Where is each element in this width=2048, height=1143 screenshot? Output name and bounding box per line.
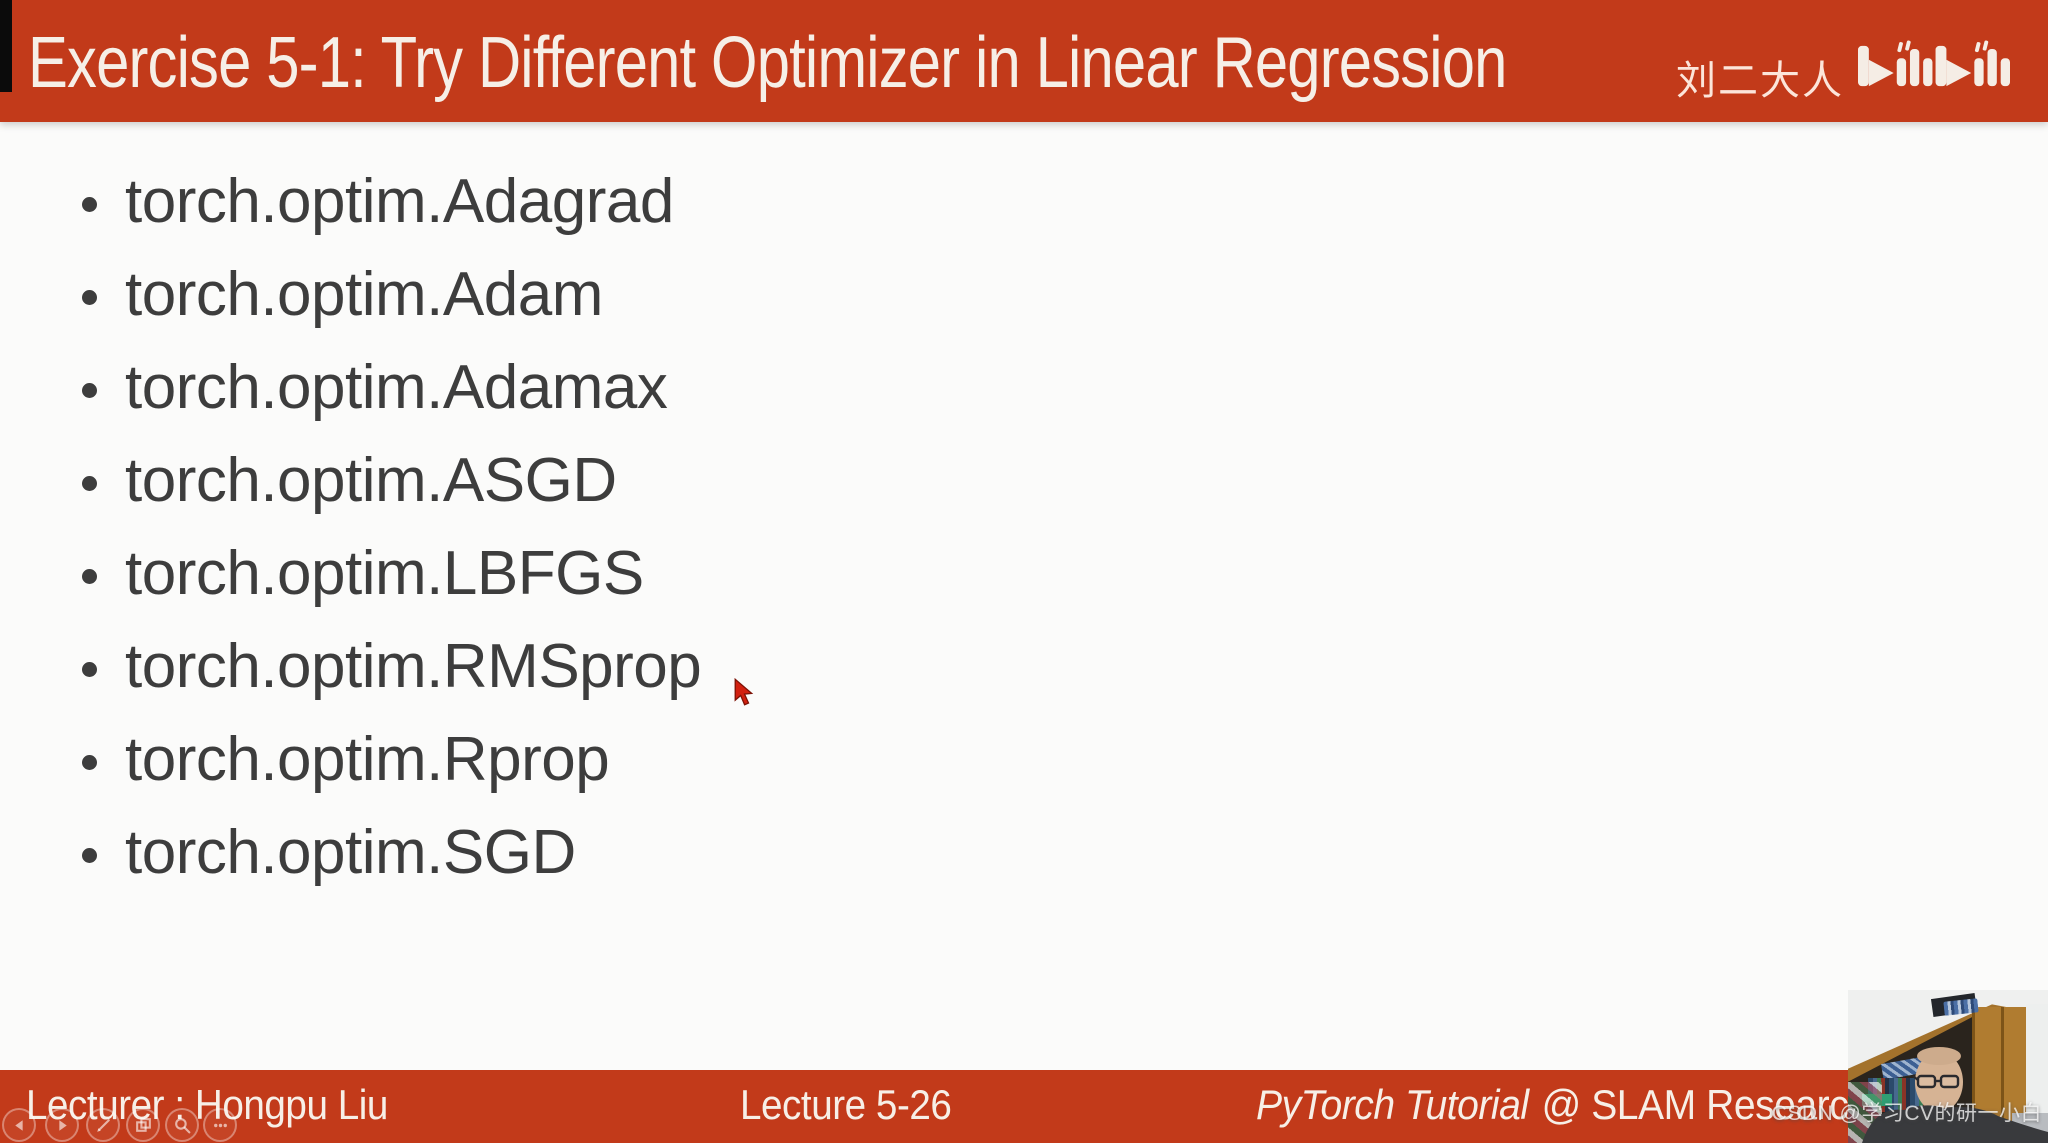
slide-header-bar: Exercise 5-1: Try Different Optimizer in… (0, 0, 2048, 122)
bullet-dot (82, 848, 97, 863)
magnifier-icon (174, 1117, 190, 1133)
slide-title: Exercise 5-1: Try Different Optimizer in… (28, 23, 1507, 103)
list-item: torch.optim.Adamax (82, 341, 701, 434)
optimizer-item-text: torch.optim.LBFGS (125, 539, 644, 608)
list-item: torch.optim.ASGD (82, 434, 701, 527)
slide-sorter-icon (135, 1117, 151, 1132)
bullet-dot (82, 569, 97, 584)
footer-bar: Lecturer : Hongpu Liu Lecture 5-26 PyTor… (0, 1070, 2048, 1143)
bullet-dot (82, 662, 97, 677)
uploader-name: 刘二大人 (1676, 59, 1844, 103)
optimizer-item-text: torch.optim.ASGD (125, 446, 617, 515)
list-item: torch.optim.RMSprop (82, 620, 702, 713)
course-title-italic: PyTorch Tutorial (1256, 1080, 1529, 1128)
optimizer-item-text: torch.optim.RMSprop (125, 632, 702, 701)
list-item: torch.optim.Rprop (82, 713, 701, 806)
lecture-number: Lecture 5-26 (740, 1080, 952, 1128)
glasses-icon (1912, 1074, 1960, 1089)
body (1862, 1105, 2048, 1143)
course-title-suffix: @ SLAM Research (1541, 1080, 1870, 1128)
zoom-slide-button[interactable] (165, 1108, 199, 1142)
list-item: torch.optim.Adagrad (82, 155, 701, 248)
bullet-dot (82, 755, 97, 770)
slide-sorter-button[interactable] (126, 1108, 160, 1142)
previous-slide-button[interactable] (2, 1108, 36, 1142)
optimizer-item-text: torch.optim.SGD (125, 818, 576, 887)
webcam-wall (2026, 1004, 2048, 1143)
chevron-left-icon (14, 1119, 23, 1131)
course-title: PyTorch Tutorial @ SLAM Research (1256, 1081, 1870, 1129)
bullet-dot (82, 383, 97, 398)
chevron-right-icon (58, 1119, 67, 1131)
list-item: torch.optim.SGD (82, 806, 701, 899)
list-item: torch.optim.Adam (82, 248, 701, 341)
more-options-button[interactable] (203, 1108, 237, 1142)
mouse-cursor-icon (734, 678, 754, 706)
bullet-dot (82, 290, 97, 305)
bullet-dot (82, 197, 97, 212)
optimizer-item-text: torch.optim.Rprop (125, 725, 610, 794)
list-item: torch.optim.LBFGS (82, 527, 701, 620)
optimizer-list: torch.optim.Adagrad torch.optim.Adam tor… (82, 155, 702, 899)
lecturer-avatar (1862, 1047, 2048, 1143)
optimizer-item-text: torch.optim.Adamax (125, 353, 668, 422)
video-edge-artifact (0, 0, 12, 92)
csdn-watermark: CSDN @学习CV的研一小白 (1771, 1102, 2042, 1125)
bilibili-logo-icon (1858, 40, 2010, 87)
pen-icon (96, 1118, 110, 1132)
pen-tool-button[interactable] (86, 1108, 120, 1142)
webcam-overlay (1848, 990, 2048, 1143)
ellipsis-icon (213, 1123, 227, 1127)
next-slide-button[interactable] (45, 1108, 79, 1142)
optimizer-item-text: torch.optim.Adam (125, 260, 603, 329)
bald-crown (1917, 1047, 1961, 1065)
bullet-dot (82, 476, 97, 491)
optimizer-item-text: torch.optim.Adagrad (125, 167, 674, 236)
